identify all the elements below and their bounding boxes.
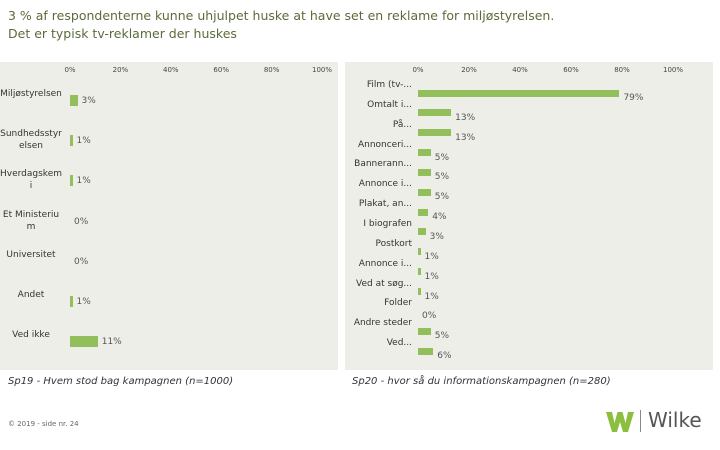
value-label: 13% (455, 112, 476, 123)
category-label: Ved ikke (12, 330, 50, 341)
value-label: 3% (429, 231, 444, 242)
bar (418, 268, 421, 276)
category-label: Folder (384, 298, 412, 309)
x-tick-label: 0% (64, 66, 76, 74)
bar (418, 149, 431, 157)
category-label: I biografen (363, 218, 412, 229)
logo-text: Wilke (648, 408, 702, 432)
chart-caption: Sp19 - Hvem stod bag kampagnen (n=1000) (8, 376, 234, 387)
value-label: 0% (74, 256, 89, 267)
value-label: 1% (424, 251, 439, 262)
value-label: 5% (434, 192, 450, 203)
value-label: 0% (74, 216, 89, 227)
category-label: Universitet (6, 249, 56, 260)
chart-caption: Sp20 - hvor så du informationskampagnen … (352, 376, 611, 387)
x-tick-label: 100% (662, 66, 684, 74)
x-tick-label: 60% (563, 66, 579, 74)
bar (418, 248, 421, 256)
value-label: 1% (424, 291, 439, 302)
category-label: Annonce i... (358, 179, 412, 190)
value-label: 6% (437, 351, 452, 362)
slide-subtitle: Det er typisk tv-reklamer der huskes (8, 26, 237, 41)
x-tick-label: 40% (512, 66, 528, 74)
bar (418, 347, 434, 355)
bar (418, 129, 452, 137)
bar (418, 228, 426, 236)
value-label: 11% (101, 337, 122, 348)
category-label: Sundhedsstyrelsen (0, 129, 62, 152)
bar (418, 208, 429, 216)
category-label: Andre steder (353, 318, 412, 329)
category-label: På... (392, 119, 412, 130)
category-label: Ved... (386, 338, 412, 349)
x-tick-label: 100% (311, 66, 333, 74)
bar (418, 89, 620, 97)
category-label: Andet (17, 290, 45, 300)
bar (418, 168, 431, 176)
value-label: 1% (76, 297, 91, 307)
bar (70, 94, 78, 106)
chart-panel (345, 62, 713, 370)
value-label: 3% (81, 96, 96, 106)
value-label: 1% (76, 136, 91, 147)
value-label: 13% (455, 132, 476, 143)
value-label: 5% (434, 172, 450, 183)
bar (418, 327, 431, 335)
category-label: Annonceri... (357, 139, 412, 150)
x-tick-label: 20% (112, 66, 129, 74)
value-label: 1% (424, 271, 439, 282)
logo-divider (640, 410, 641, 432)
bar (70, 295, 73, 307)
bar (418, 288, 421, 295)
bar (418, 188, 431, 196)
value-label: 79% (623, 93, 644, 103)
chart-panel (0, 62, 338, 370)
category-label: Postkort (375, 238, 412, 249)
footer: © 2019 - side nr. 24 (8, 420, 79, 428)
value-label: 4% (432, 212, 447, 223)
value-label: 5% (434, 331, 450, 342)
category-label: Plakat, an... (358, 199, 412, 210)
value-label: 5% (434, 152, 450, 163)
bar (418, 109, 452, 117)
x-tick-label: 0% (412, 66, 424, 74)
x-tick-label: 80% (263, 66, 280, 74)
category-label: Ved at søg... (356, 278, 412, 289)
logo-icon (606, 412, 634, 432)
x-tick-label: 20% (461, 66, 477, 74)
category-label: Bannerann... (354, 159, 412, 170)
value-label: 1% (76, 176, 91, 187)
bar (70, 174, 73, 186)
x-tick-label: 60% (213, 66, 229, 74)
category-label: Omtalt i... (367, 99, 412, 110)
x-tick-label: 40% (163, 66, 179, 74)
category-label: Hverdagskemi (0, 169, 62, 192)
bar (70, 335, 98, 347)
category-label: Film (tv-... (366, 80, 412, 90)
x-tick-label: 80% (614, 66, 630, 74)
category-label: Et Ministerium (2, 209, 60, 232)
category-label: Annonce i... (358, 258, 412, 269)
slide-title: 3 % af respondenterne kunne uhjulpet hus… (8, 8, 555, 23)
category-label: Miljøstyrelsen (0, 89, 62, 99)
value-label: 0% (422, 311, 437, 322)
bar (70, 134, 73, 146)
